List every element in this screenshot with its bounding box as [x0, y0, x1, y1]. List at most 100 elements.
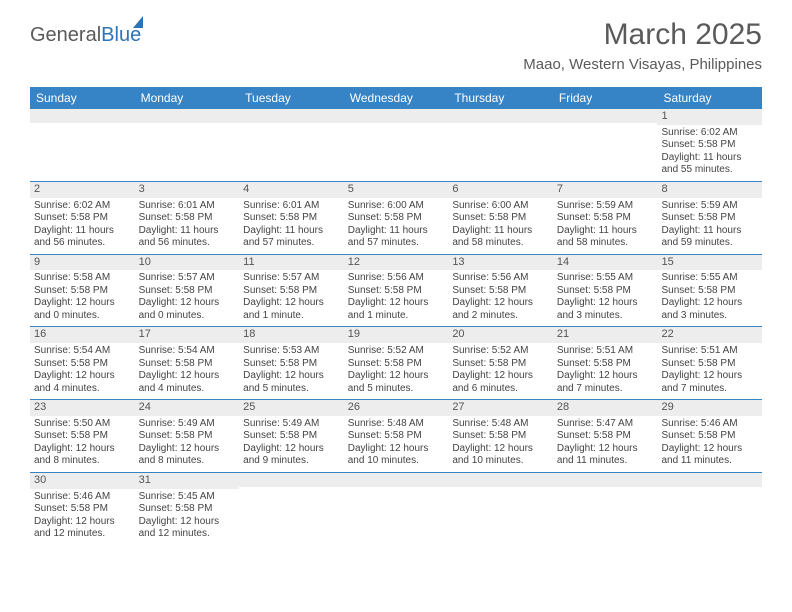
sunset-text: Sunset: 5:58 PM — [139, 212, 236, 225]
day-body: Sunrise: 5:54 AMSunset: 5:58 PMDaylight:… — [135, 343, 240, 399]
sunrise-text: Sunrise: 6:00 AM — [452, 200, 549, 213]
day-header-row: SundayMondayTuesdayWednesdayThursdayFrid… — [30, 87, 762, 109]
day-body: Sunrise: 6:00 AMSunset: 5:58 PMDaylight:… — [344, 198, 449, 254]
sunrise-text: Sunrise: 6:01 AM — [139, 200, 236, 213]
day-body: Sunrise: 6:01 AMSunset: 5:58 PMDaylight:… — [239, 198, 344, 254]
day-body: Sunrise: 5:52 AMSunset: 5:58 PMDaylight:… — [448, 343, 553, 399]
day-number: 7 — [553, 182, 658, 198]
day-cell: 3Sunrise: 6:01 AMSunset: 5:58 PMDaylight… — [135, 182, 240, 254]
day-header: Monday — [135, 87, 240, 109]
day-body: Sunrise: 5:58 AMSunset: 5:58 PMDaylight:… — [30, 270, 135, 326]
sunset-text: Sunset: 5:58 PM — [34, 358, 131, 371]
day-header: Tuesday — [239, 87, 344, 109]
sunset-text: Sunset: 5:58 PM — [557, 285, 654, 298]
week-row: 1Sunrise: 6:02 AMSunset: 5:58 PMDaylight… — [30, 109, 762, 182]
sunset-text: Sunset: 5:58 PM — [34, 212, 131, 225]
sunrise-text: Sunrise: 5:52 AM — [452, 345, 549, 358]
sunrise-text: Sunrise: 5:45 AM — [139, 491, 236, 504]
sunrise-text: Sunrise: 5:49 AM — [139, 418, 236, 431]
sunrise-text: Sunrise: 5:48 AM — [348, 418, 445, 431]
sunrise-text: Sunrise: 5:57 AM — [139, 272, 236, 285]
daylight-text: Daylight: 11 hours and 56 minutes. — [34, 225, 131, 250]
day-cell: 30Sunrise: 5:46 AMSunset: 5:58 PMDayligh… — [30, 473, 135, 545]
sunset-text: Sunset: 5:58 PM — [452, 430, 549, 443]
day-number — [344, 473, 449, 487]
day-number: 8 — [657, 182, 762, 198]
sunset-text: Sunset: 5:58 PM — [557, 212, 654, 225]
sunset-text: Sunset: 5:58 PM — [139, 358, 236, 371]
sunset-text: Sunset: 5:58 PM — [348, 430, 445, 443]
sunset-text: Sunset: 5:58 PM — [34, 430, 131, 443]
day-cell — [657, 473, 762, 545]
sunrise-text: Sunrise: 5:51 AM — [661, 345, 758, 358]
day-body: Sunrise: 5:52 AMSunset: 5:58 PMDaylight:… — [344, 343, 449, 399]
day-body: Sunrise: 5:48 AMSunset: 5:58 PMDaylight:… — [448, 416, 553, 472]
day-number: 4 — [239, 182, 344, 198]
day-number — [657, 473, 762, 487]
day-number: 13 — [448, 255, 553, 271]
daylight-text: Daylight: 12 hours and 10 minutes. — [348, 443, 445, 468]
daylight-text: Daylight: 12 hours and 10 minutes. — [452, 443, 549, 468]
day-body: Sunrise: 6:02 AMSunset: 5:58 PMDaylight:… — [657, 125, 762, 181]
day-number — [30, 109, 135, 123]
day-cell: 10Sunrise: 5:57 AMSunset: 5:58 PMDayligh… — [135, 255, 240, 327]
day-cell — [448, 109, 553, 181]
day-cell: 22Sunrise: 5:51 AMSunset: 5:58 PMDayligh… — [657, 327, 762, 399]
sunrise-text: Sunrise: 5:49 AM — [243, 418, 340, 431]
sunrise-text: Sunrise: 5:59 AM — [557, 200, 654, 213]
day-header: Sunday — [30, 87, 135, 109]
day-cell: 25Sunrise: 5:49 AMSunset: 5:58 PMDayligh… — [239, 400, 344, 472]
day-number: 1 — [657, 109, 762, 125]
day-number: 24 — [135, 400, 240, 416]
day-cell: 7Sunrise: 5:59 AMSunset: 5:58 PMDaylight… — [553, 182, 658, 254]
day-body: Sunrise: 6:01 AMSunset: 5:58 PMDaylight:… — [135, 198, 240, 254]
daylight-text: Daylight: 12 hours and 2 minutes. — [452, 297, 549, 322]
day-cell: 4Sunrise: 6:01 AMSunset: 5:58 PMDaylight… — [239, 182, 344, 254]
day-cell: 20Sunrise: 5:52 AMSunset: 5:58 PMDayligh… — [448, 327, 553, 399]
day-body: Sunrise: 5:59 AMSunset: 5:58 PMDaylight:… — [657, 198, 762, 254]
sunset-text: Sunset: 5:58 PM — [243, 212, 340, 225]
logo: GeneralBlue — [30, 18, 141, 47]
day-cell: 27Sunrise: 5:48 AMSunset: 5:58 PMDayligh… — [448, 400, 553, 472]
day-cell: 15Sunrise: 5:55 AMSunset: 5:58 PMDayligh… — [657, 255, 762, 327]
day-header: Wednesday — [344, 87, 449, 109]
daylight-text: Daylight: 12 hours and 12 minutes. — [34, 516, 131, 541]
daylight-text: Daylight: 11 hours and 55 minutes. — [661, 152, 758, 177]
day-number — [239, 109, 344, 123]
day-body: Sunrise: 5:51 AMSunset: 5:58 PMDaylight:… — [657, 343, 762, 399]
day-header: Saturday — [657, 87, 762, 109]
sunrise-text: Sunrise: 5:53 AM — [243, 345, 340, 358]
day-cell: 31Sunrise: 5:45 AMSunset: 5:58 PMDayligh… — [135, 473, 240, 545]
sunset-text: Sunset: 5:58 PM — [348, 212, 445, 225]
day-number: 2 — [30, 182, 135, 198]
day-cell — [344, 109, 449, 181]
day-cell: 9Sunrise: 5:58 AMSunset: 5:58 PMDaylight… — [30, 255, 135, 327]
day-body: Sunrise: 5:56 AMSunset: 5:58 PMDaylight:… — [344, 270, 449, 326]
day-body: Sunrise: 6:02 AMSunset: 5:58 PMDaylight:… — [30, 198, 135, 254]
day-body: Sunrise: 5:51 AMSunset: 5:58 PMDaylight:… — [553, 343, 658, 399]
daylight-text: Daylight: 12 hours and 12 minutes. — [139, 516, 236, 541]
day-number: 14 — [553, 255, 658, 271]
sunset-text: Sunset: 5:58 PM — [661, 139, 758, 152]
day-number: 25 — [239, 400, 344, 416]
daylight-text: Daylight: 12 hours and 0 minutes. — [34, 297, 131, 322]
daylight-text: Daylight: 12 hours and 8 minutes. — [139, 443, 236, 468]
day-number: 26 — [344, 400, 449, 416]
daylight-text: Daylight: 12 hours and 7 minutes. — [661, 370, 758, 395]
sunrise-text: Sunrise: 6:02 AM — [34, 200, 131, 213]
day-number: 27 — [448, 400, 553, 416]
daylight-text: Daylight: 12 hours and 5 minutes. — [243, 370, 340, 395]
day-header: Thursday — [448, 87, 553, 109]
day-number: 22 — [657, 327, 762, 343]
daylight-text: Daylight: 11 hours and 56 minutes. — [139, 225, 236, 250]
day-number: 10 — [135, 255, 240, 271]
day-cell — [553, 473, 658, 545]
sunrise-text: Sunrise: 6:01 AM — [243, 200, 340, 213]
day-body: Sunrise: 5:56 AMSunset: 5:58 PMDaylight:… — [448, 270, 553, 326]
daylight-text: Daylight: 12 hours and 3 minutes. — [557, 297, 654, 322]
daylight-text: Daylight: 12 hours and 4 minutes. — [139, 370, 236, 395]
day-body: Sunrise: 5:50 AMSunset: 5:58 PMDaylight:… — [30, 416, 135, 472]
sunset-text: Sunset: 5:58 PM — [348, 358, 445, 371]
sunset-text: Sunset: 5:58 PM — [243, 358, 340, 371]
logo-text-part1: General — [30, 24, 101, 47]
